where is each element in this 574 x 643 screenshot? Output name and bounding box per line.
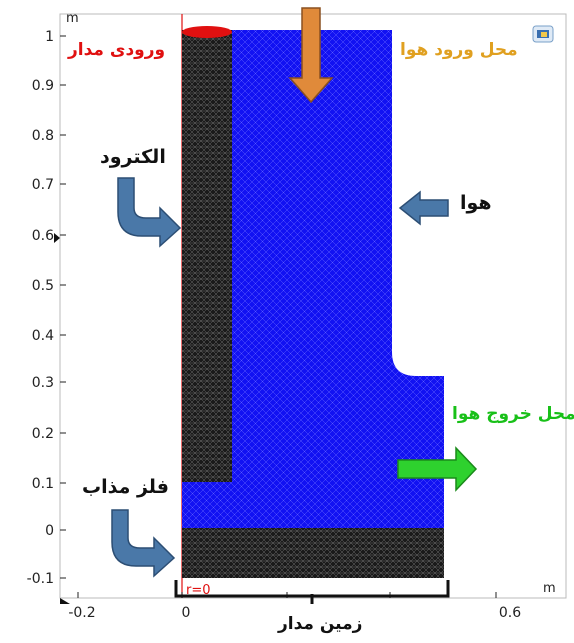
air-outlet-arrow-icon (397, 446, 478, 492)
y-axis: 1 0.9 0.8 0.7 0.6 0.5 0.4 0.3 0.2 0.1 0 … (27, 11, 79, 587)
origin-label: r=0 (186, 583, 211, 598)
y-tick-0.2: 0.2 (32, 426, 54, 442)
y-unit: m (66, 11, 79, 26)
circuit-input-marker (182, 26, 232, 38)
y-tick-0.7: 0.7 (32, 177, 54, 193)
molten-metal-arrow-icon (111, 509, 176, 578)
y-tick-0.3: 0.3 (32, 375, 54, 391)
y-tick-0.6: 0.6 (32, 228, 54, 244)
y-tick-0.8: 0.8 (32, 128, 54, 144)
y-tick-0: 0 (45, 523, 54, 539)
x-axis-cursor-icon (60, 598, 70, 604)
air-arrow-icon (398, 190, 449, 226)
electrode-arrow-icon (117, 177, 182, 248)
electrode-label: الکترود (100, 146, 166, 168)
air-label: هوا (460, 192, 492, 214)
x-tick-0: 0 (182, 605, 191, 621)
molten-metal-label: فلز مذاب (82, 476, 169, 498)
y-tick-1: 1 (45, 29, 54, 45)
y-tick-0.4: 0.4 (32, 328, 54, 344)
window-icon[interactable] (532, 25, 554, 43)
air-outlet-label: محل خروج هوا (452, 404, 574, 424)
air-region (182, 30, 444, 528)
air-inlet-label: محل ورود هوا (400, 40, 518, 60)
x-tick-neg0.2: -0.2 (68, 605, 95, 621)
x-axis: -0.2 0 0.6 m (68, 581, 555, 621)
y-tick-0.9: 0.9 (32, 78, 54, 94)
air-inlet-arrow-icon (288, 7, 334, 104)
circuit-input-label: ورودی مدار (68, 40, 166, 60)
electrode-region (182, 30, 232, 482)
y-tick-0.5: 0.5 (32, 278, 54, 294)
x-tick-0.6: 0.6 (499, 605, 521, 621)
molten-metal-region (182, 528, 444, 578)
y-tick-0.1: 0.1 (32, 476, 54, 492)
y-axis-cursor-icon (54, 233, 60, 243)
x-unit: m (543, 581, 556, 596)
y-tick-neg0.1: -0.1 (27, 571, 54, 587)
circuit-ground-label: زمین مدار (278, 614, 363, 634)
